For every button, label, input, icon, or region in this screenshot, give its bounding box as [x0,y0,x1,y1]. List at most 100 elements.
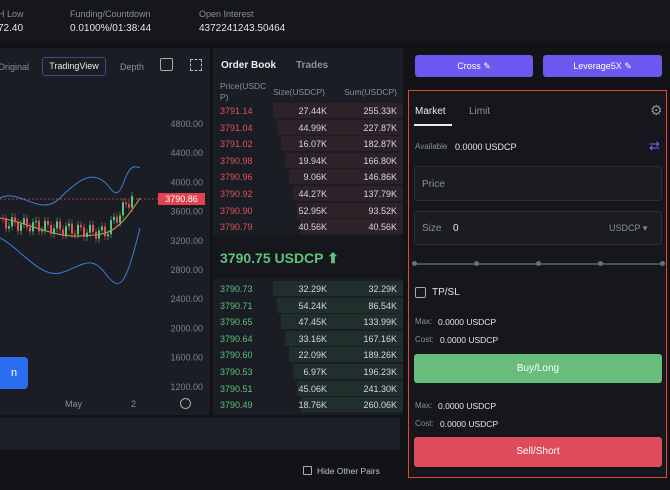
chart-tab-active[interactable]: TradingView [42,57,106,76]
ob-price: 3790.65 [220,317,253,328]
available-label: Available [415,142,448,151]
ob-price: 3790.71 [220,300,253,311]
chart-svg: 4800.00 4400.00 4000.00 3600.00 3200.00 2800.… [0,119,203,392]
ob-price: 3790.51 [220,383,253,394]
hide-pairs-checkbox[interactable] [303,466,312,475]
ob-sum: 182.87K [363,139,397,150]
max-label: Max: [415,401,433,410]
chart-tab[interactable]: Original [0,62,30,72]
ob-size: 19.94K [298,155,327,166]
ob-price: 3790.98 [220,155,253,166]
chart-tab[interactable]: Depth [120,62,145,72]
candle-body [26,218,28,228]
candle-body [95,231,97,239]
candle-body [68,223,70,227]
sell-button[interactable]: Sell/Short [414,437,662,467]
cost-value: 0.0000 USDCP [440,419,499,429]
depth-bar [301,397,403,413]
stat-value: 4372241243.50464 [199,23,286,34]
slider-dot [660,261,665,266]
candle-body [41,230,43,232]
order-book: Order Book Trades Price(USDCP) Size(USDC… [213,48,403,415]
layout-icon[interactable] [160,58,173,71]
candle-body [104,226,106,237]
candle-body [80,224,82,228]
ob-size: 45.06K [298,383,327,394]
ob-size: 9.06K [303,172,327,183]
price-axis-label: 2400.00 [170,294,203,304]
form-tab[interactable]: Limit [469,106,491,117]
ob-price: 3790.73 [220,284,253,294]
ob-sum: 189.26K [363,350,397,361]
ob-size: 40.56K [298,222,327,233]
ob-header: Price(USDCP) [220,81,267,102]
candle-body [62,229,64,236]
band-lower [0,227,141,284]
price-axis-label: 3600.00 [170,207,203,217]
candle-body [11,217,13,227]
time-label: 2 [131,399,137,409]
gear-icon[interactable]: ⚙ [650,102,663,118]
chart-panel: 4800.00 4400.00 4000.00 3600.00 3200.00 2800.… [0,48,210,415]
price-axis-label: 2000.00 [170,323,203,333]
ob-size: 22.09K [298,350,327,361]
tab-underline [414,124,452,126]
form-tab-active[interactable]: Market [415,106,446,117]
ob-sum: 146.86K [363,172,397,183]
size-input[interactable]: Size 0 USDCP ▾ [414,211,662,245]
ob-size: 33.16K [298,333,327,344]
candle-body [2,218,4,219]
fullscreen-icon[interactable] [190,59,202,71]
cross-button[interactable]: Cross ✎ [415,55,533,77]
candle-body [86,232,88,237]
candle-body [116,216,118,223]
ob-price: 3790.64 [220,333,253,344]
ob-tab[interactable]: Trades [296,60,329,71]
candle-body [83,227,85,237]
candle-body [14,217,16,223]
candle-body [77,224,79,235]
cost-label: Cost: [415,419,434,428]
settings-icon[interactable] [180,398,191,409]
price-axis-label: 2800.00 [170,265,203,275]
ob-size: 16.07K [298,139,327,150]
ob-sum: 86.54K [368,300,397,311]
candle-body [38,220,40,232]
swap-icon[interactable]: ⇄ [649,138,660,153]
candle-body [50,224,52,234]
time-label: May [65,399,83,409]
buy-button[interactable]: Buy/Long [414,354,662,383]
stat-value: 72.40 [0,23,24,34]
max-label: Max: [415,317,433,326]
depth-bar [277,119,403,135]
leverage-button[interactable]: Leverage5X ✎ [543,55,662,77]
float-button[interactable]: n [0,357,28,389]
slider-dot [474,261,479,266]
band-mid [0,197,141,237]
candle-body [71,223,73,234]
ob-price: 3790.53 [220,367,253,377]
ob-size: 54.24K [298,300,327,311]
price-axis-label: 1200.00 [170,382,203,392]
order-form [408,90,667,478]
price-placeholder: Price [422,179,445,190]
ob-tab-active[interactable]: Order Book [221,60,277,71]
candle-body [122,202,124,216]
ob-price: 3790.96 [220,172,253,183]
ob-price: 3791.14 [220,106,253,116]
candle-body [17,222,19,231]
candle-body [110,220,112,235]
price-input[interactable]: Price [414,166,662,201]
candle-body [92,224,94,232]
depth-bar [297,202,403,218]
candle-body [65,226,67,236]
mid-price-text: 3790.75 USDCP [220,250,324,266]
candle-body [131,196,133,208]
size-unit[interactable]: USDCP ▾ [609,223,648,233]
ob-price: 3790.60 [220,350,253,361]
ob-size: 32.29K [298,284,327,294]
tpsl-checkbox[interactable] [415,287,426,298]
ob-price: 3791.04 [220,122,253,133]
slider-dot [598,261,603,266]
candle-body [5,218,7,229]
